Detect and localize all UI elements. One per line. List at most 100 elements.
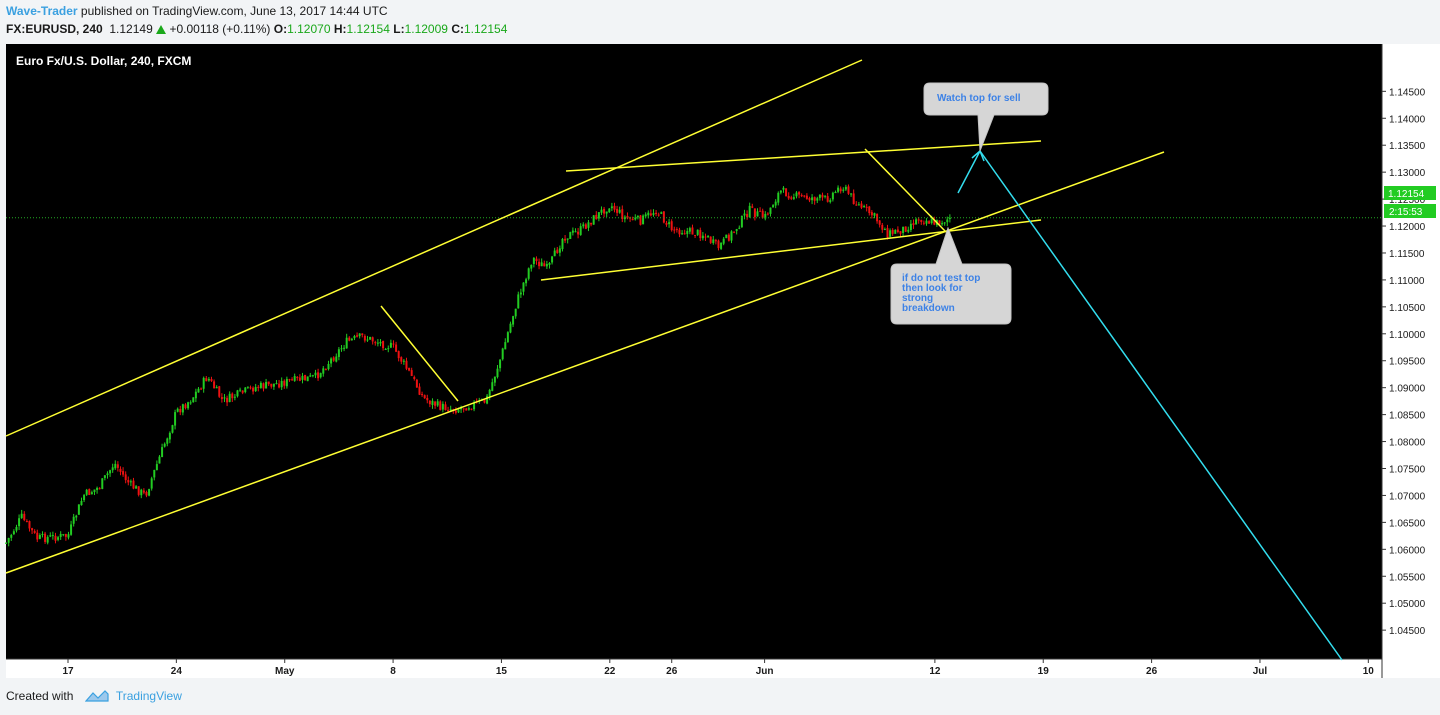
candle-body	[236, 390, 239, 397]
candle-body	[868, 206, 871, 214]
candle-body	[512, 316, 515, 325]
candle-body	[662, 211, 665, 223]
candle-body	[148, 489, 151, 496]
candle-body	[751, 206, 754, 208]
candle-body	[402, 360, 405, 362]
callout-bubble	[890, 226, 1012, 325]
footer: Created with TradingView	[6, 689, 182, 706]
candle-body	[569, 232, 572, 239]
rising-wedge-bottom-line	[540, 219, 1042, 281]
author-link[interactable]: Wave-Trader	[6, 4, 78, 18]
candle-body	[647, 212, 650, 216]
candle-body	[369, 336, 372, 340]
candle-body	[660, 212, 663, 214]
candle-body	[244, 387, 247, 393]
candle-body	[907, 229, 910, 232]
candle-body	[522, 282, 525, 292]
published-text: published on TradingView.com, June 13, 2…	[77, 4, 388, 18]
candle-body	[800, 195, 803, 197]
price-chart[interactable]: 1.14500 1.14000 1.13500 1.13000 1.12500 1.120…	[0, 43, 1440, 683]
candle-body	[343, 347, 346, 349]
candle-body	[405, 360, 408, 369]
candle-body	[863, 206, 866, 208]
price-axis[interactable]	[1382, 44, 1440, 678]
price-tick-label: 1.13500	[1389, 141, 1426, 152]
candle-body	[730, 231, 733, 241]
chart-plot-area[interactable]	[6, 44, 1382, 659]
candle-body	[153, 469, 156, 478]
candle-body	[272, 383, 275, 387]
candle-body	[246, 386, 249, 388]
candle-body	[88, 489, 91, 496]
candle-body	[857, 204, 860, 206]
candle-body	[902, 226, 905, 233]
candle-body	[392, 343, 395, 345]
time-tick-label: 22	[604, 666, 616, 677]
correction-leg-line-1	[380, 305, 459, 402]
publish-info: Wave-Trader published on TradingView.com…	[6, 4, 388, 18]
candle-body	[579, 226, 582, 235]
candle-body	[202, 377, 205, 389]
candle-body	[486, 395, 489, 404]
candle-body	[192, 397, 195, 403]
candle-body	[865, 206, 868, 208]
callout-watch-top[interactable]: Watch top for sell	[923, 82, 1049, 152]
time-axis[interactable]	[6, 659, 1382, 678]
candle-body	[740, 215, 743, 228]
up-arrow-icon	[156, 25, 167, 34]
candle-body	[467, 408, 470, 410]
candle-body	[696, 229, 699, 235]
candle-body	[938, 220, 941, 225]
candle-body	[678, 229, 681, 235]
candle-body	[509, 323, 512, 333]
candle-body	[288, 379, 291, 381]
candle-body	[340, 348, 343, 350]
tradingview-link[interactable]: TradingView	[115, 689, 182, 703]
candle-body	[174, 412, 177, 426]
candle-body	[852, 193, 855, 205]
candle-body	[595, 214, 598, 220]
candle-body	[140, 489, 143, 496]
candle-body	[644, 214, 647, 217]
candle-body	[239, 389, 242, 391]
candle-body	[761, 210, 764, 218]
candle-body	[634, 217, 637, 220]
tradingview-logo-icon[interactable]	[84, 689, 109, 706]
candle-body	[423, 395, 426, 399]
candle-body	[77, 504, 80, 515]
candle-body	[18, 518, 21, 527]
candle-body	[686, 231, 689, 234]
candle-body	[605, 211, 608, 214]
price-change: +0.00118 (+0.11%)	[169, 22, 271, 36]
candle-body	[51, 535, 54, 537]
candle-body	[673, 229, 676, 231]
candle-body	[746, 214, 749, 218]
candle-body	[808, 198, 811, 201]
candle-body	[928, 221, 931, 224]
price-tick-label: 1.08000	[1389, 438, 1426, 449]
candle-body	[878, 220, 881, 225]
candle-body	[769, 207, 772, 214]
candle-body	[90, 492, 93, 495]
candle-body	[418, 386, 421, 395]
candle-body	[691, 227, 694, 235]
last-price: 1.12149	[109, 22, 153, 36]
candle-body	[670, 221, 673, 231]
callout-text: breakdown	[902, 303, 955, 314]
candle-body	[574, 231, 577, 233]
candle-body	[733, 231, 736, 233]
candle-body	[837, 187, 840, 192]
time-tick-label: 24	[171, 666, 183, 677]
candle-body	[946, 219, 949, 223]
candle-body	[205, 378, 208, 382]
candle-body	[228, 393, 231, 403]
candle-body	[558, 248, 561, 253]
candle-body	[64, 534, 67, 537]
candlestick-series	[5, 184, 951, 547]
candle-body	[361, 333, 364, 335]
candle-body	[101, 478, 104, 489]
candle-body	[93, 489, 96, 492]
quote-line: FX:EURUSD, 240 1.12149 +0.00118 (+0.11%)…	[6, 22, 507, 36]
candle-body	[725, 234, 728, 239]
callout-breakdown[interactable]: if do not test top then look for strong …	[890, 226, 1012, 325]
